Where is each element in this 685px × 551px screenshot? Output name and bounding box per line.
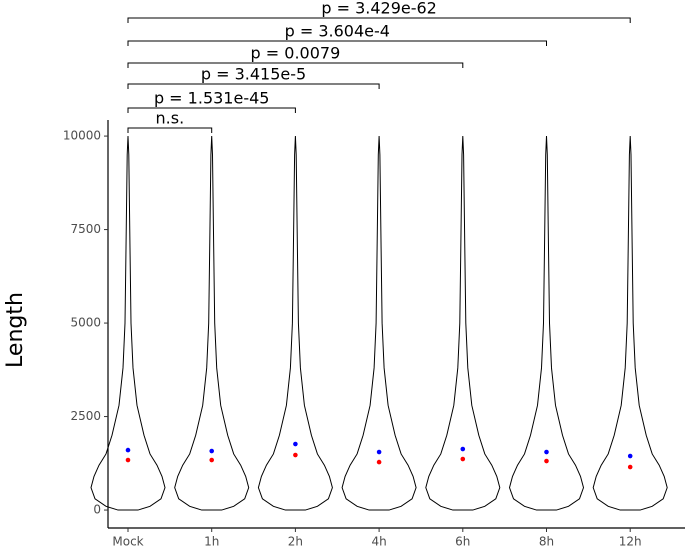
violin	[425, 136, 501, 511]
x-tick-label: 6h	[455, 535, 470, 549]
bracket	[127, 107, 296, 113]
median-point	[376, 459, 382, 465]
bracket	[127, 17, 631, 23]
median-point	[627, 464, 633, 470]
bracket	[127, 83, 380, 89]
median-point	[460, 456, 466, 462]
mean-point	[544, 449, 549, 455]
x-tick-label: 2h	[288, 535, 303, 549]
bracket	[127, 40, 547, 46]
y-tick-label: 7500	[70, 222, 101, 236]
p-value-label: p = 3.415e-5	[201, 65, 306, 84]
bracket	[127, 62, 464, 68]
violin	[174, 136, 250, 511]
x-tick-label: Mock	[112, 535, 143, 549]
y-tick-label: 5000	[70, 316, 101, 330]
violin	[592, 136, 668, 511]
median-point	[209, 457, 214, 463]
violin	[508, 136, 585, 511]
y-tick-label: 10000	[63, 129, 101, 143]
bracket	[127, 127, 213, 133]
x-tick-label: 8h	[539, 535, 554, 549]
median-point	[293, 452, 298, 458]
mean-point	[460, 446, 466, 452]
violin	[341, 136, 417, 511]
p-value-label: p = 3.429e-62	[321, 0, 437, 18]
y-tick-label: 2500	[70, 409, 101, 423]
x-tick-label: 4h	[371, 535, 386, 549]
mean-point	[125, 447, 131, 453]
y-axis-title: Length	[3, 292, 28, 368]
p-value-label: p = 1.531e-45	[154, 89, 270, 108]
x-tick-label: 12h	[619, 535, 642, 549]
mean-point	[293, 441, 298, 447]
mean-point	[627, 453, 633, 459]
x-tick-label: 1h	[204, 535, 219, 549]
median-point	[544, 458, 549, 464]
violin	[257, 136, 333, 511]
violin	[90, 136, 166, 511]
y-tick-label: 0	[93, 503, 101, 517]
p-value-label: p = 3.604e-4	[285, 22, 390, 41]
p-value-label: n.s.	[156, 109, 185, 128]
mean-point	[209, 448, 214, 454]
median-point	[125, 457, 131, 463]
mean-point	[376, 449, 382, 455]
p-value-label: p = 0.0079	[251, 44, 341, 63]
